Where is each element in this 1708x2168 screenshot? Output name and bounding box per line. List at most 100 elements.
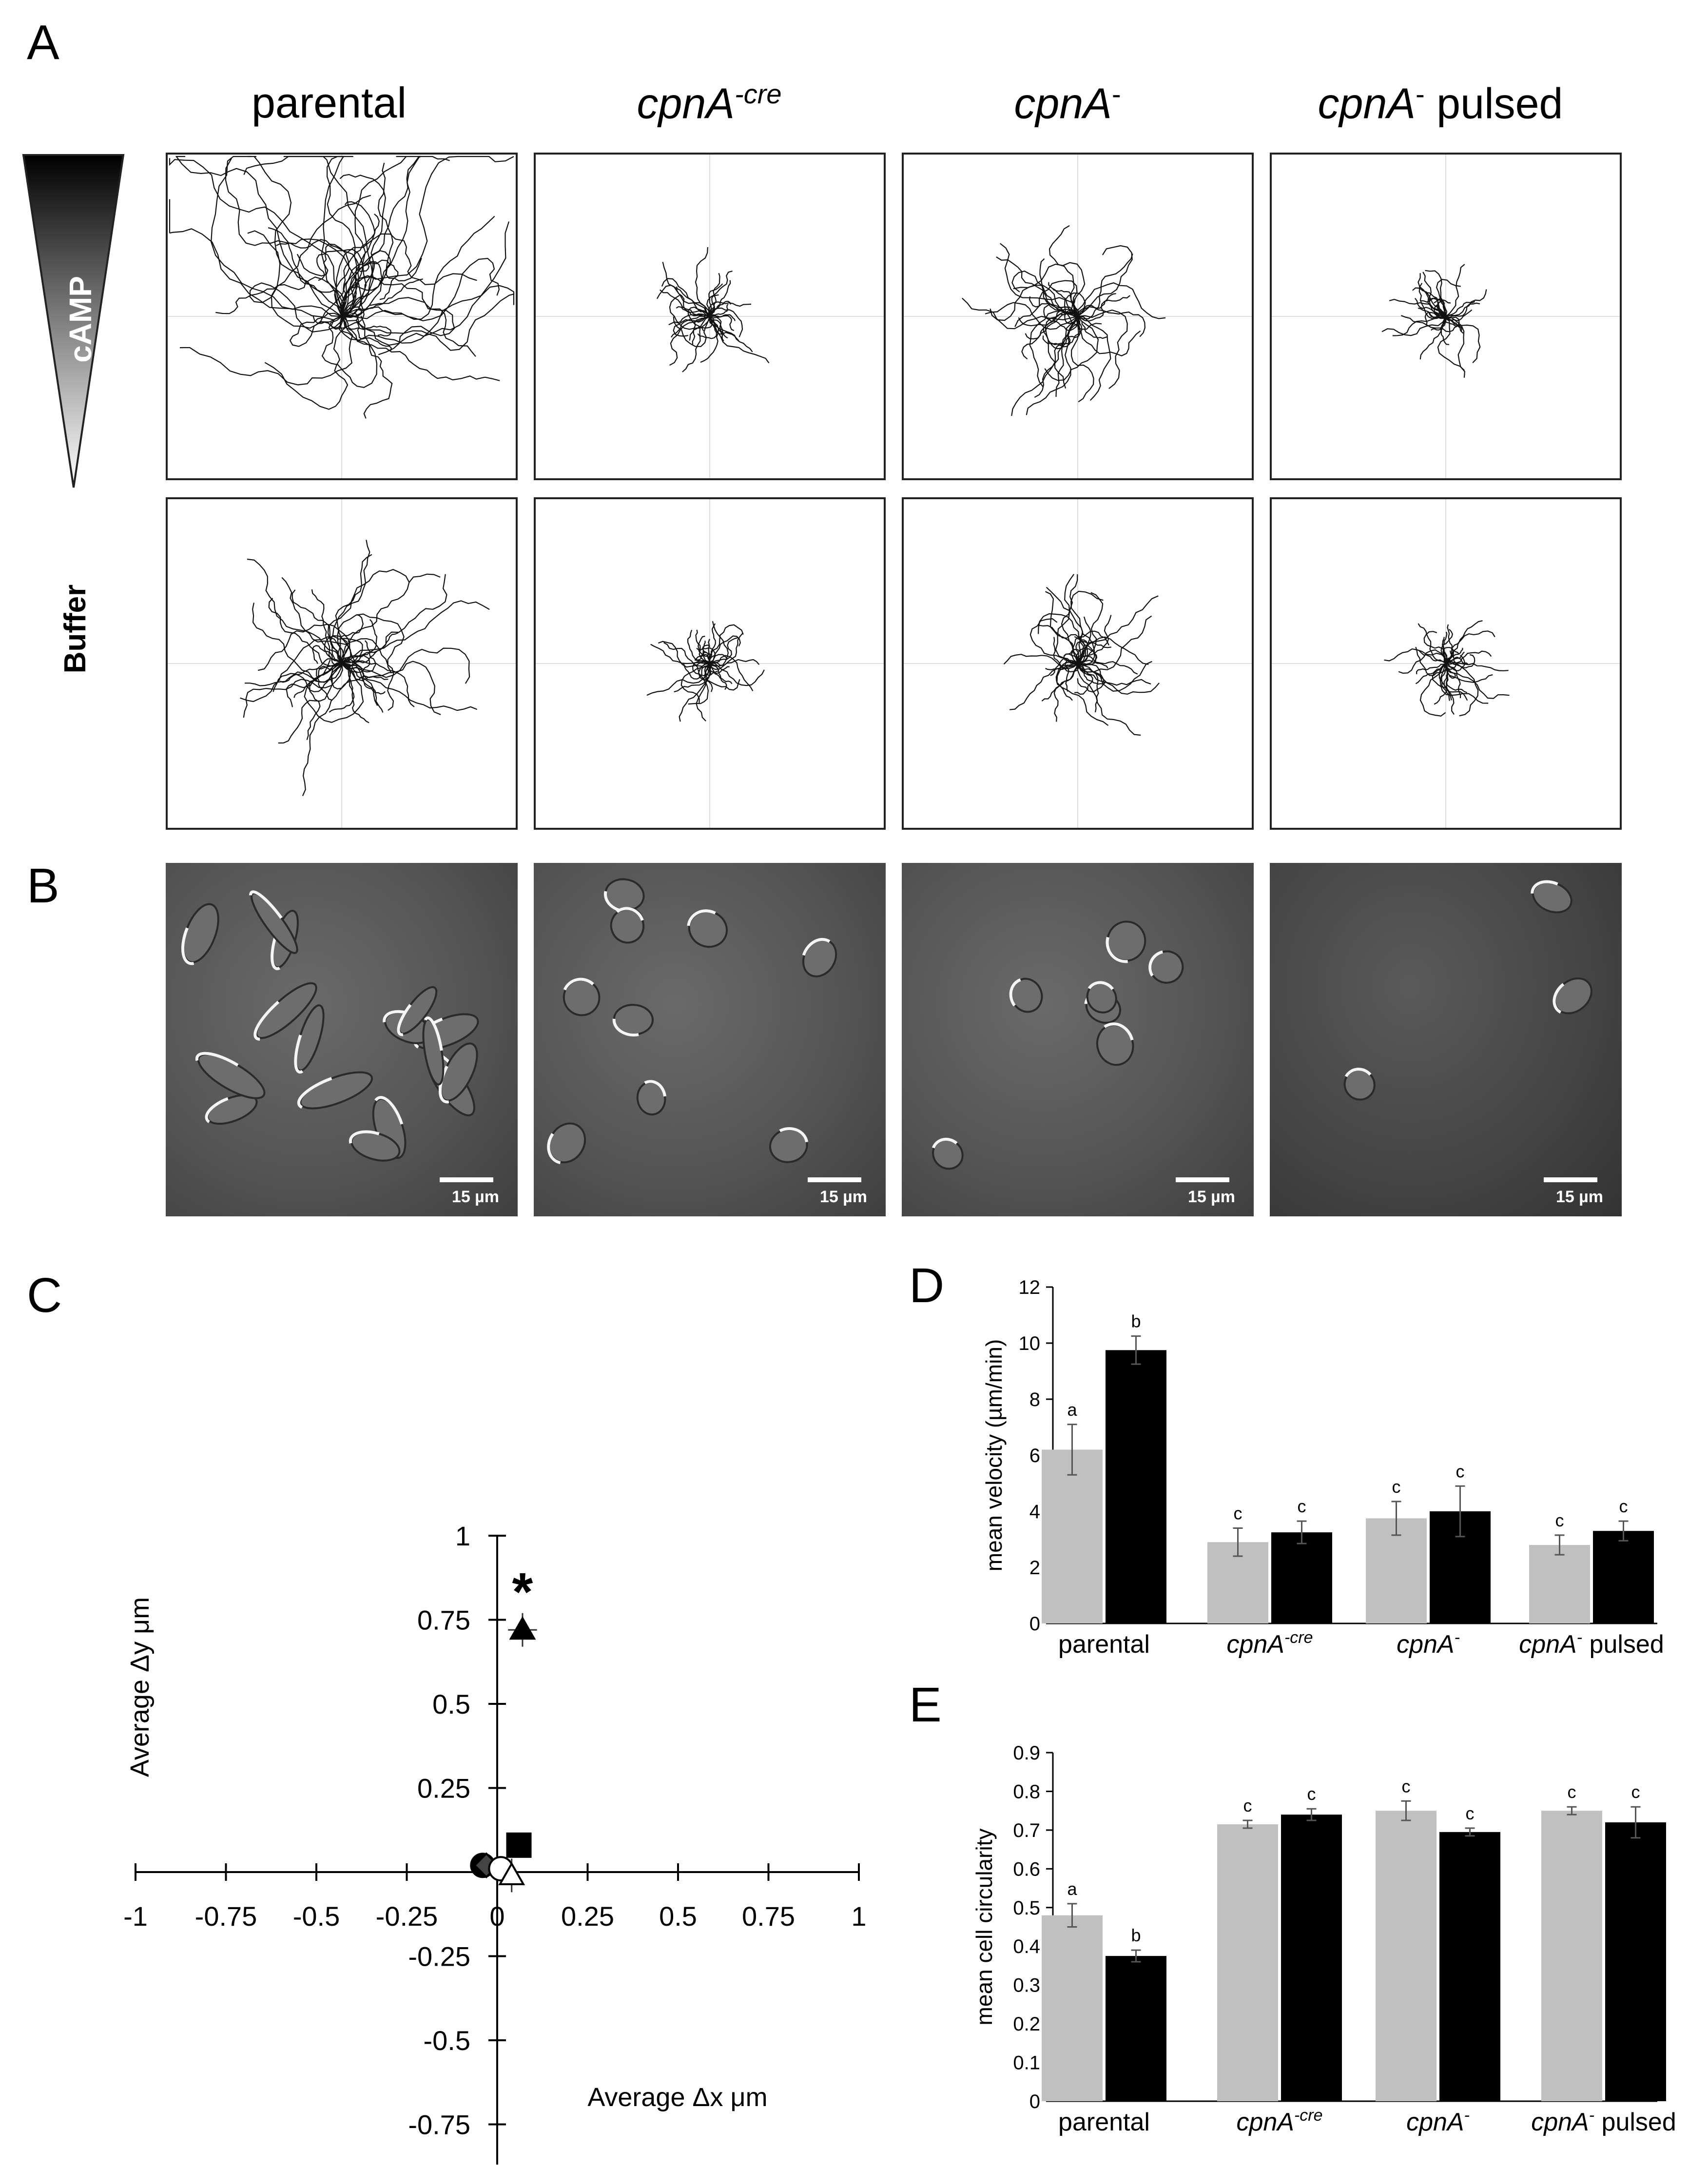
cell-body [1149,950,1184,984]
cell-track [1034,316,1078,398]
cell-highlight [1104,1022,1134,1041]
column-title-cpna-cre: cpnA-cre [637,78,782,128]
significance-letter: a [1067,1400,1077,1420]
cell-track [673,316,711,347]
cell-track [341,156,411,317]
cell-track [702,641,711,664]
scale-bar [808,1177,861,1182]
cell-track [341,638,394,711]
y-axis-label: mean velocity (µm/min) [981,1339,1007,1571]
x-tick-label: 0.5 [659,1901,697,1932]
column-title-parental: parental [251,78,407,127]
cell-track [1412,287,1446,317]
cell [563,977,601,1016]
y-tick-label: 6 [1029,1445,1040,1466]
cell-track [341,312,392,351]
bar [1042,1915,1103,2101]
cell-track [340,275,476,357]
buffer-row-label: Buffer [58,585,92,674]
cell-track [329,663,355,713]
cell-track [680,663,710,704]
panel-d-label: D [909,1258,945,1313]
cell-track [1075,595,1159,664]
cell-track [1055,661,1078,701]
column-title-cpna-pulsed: cpnA- pulsed [1318,78,1563,128]
cell-highlight [1531,880,1558,894]
cell-track [695,247,711,317]
cell-track [708,301,752,317]
y-tick-label: 0.3 [1013,1975,1040,1996]
cell-track [335,554,372,664]
y-tick-label: -0.5 [424,2025,471,2056]
cell-track [341,221,510,346]
cell-track [709,621,729,667]
cell-track [709,623,716,664]
cell [1343,1068,1376,1101]
cell-track [341,156,450,317]
cell-body [636,1081,666,1116]
cell [195,1052,266,1099]
x-tick-label: -0.25 [376,1901,438,1932]
cell-highlight [349,1130,380,1144]
cell-track [1077,663,1099,713]
cell-track [281,577,351,664]
cell [205,1094,258,1125]
cell-track [673,315,710,337]
y-tick-label: 2 [1029,1557,1040,1579]
cell-highlight [547,1133,561,1164]
bar [1271,1532,1332,1623]
cell-track [1018,309,1078,327]
category-label: cpnA-cre [1236,2106,1322,2136]
cell-track [709,304,729,317]
significance-annotation: * [512,1562,533,1622]
cell-track [1381,316,1446,336]
tracks-parental-buffer [166,497,518,830]
tracks-parental-camp [166,153,518,480]
cell-track [688,663,712,705]
cell-track [330,540,370,664]
cell-track [1417,273,1446,317]
cell-track [1077,309,1128,389]
significance-letter: c [1392,1477,1401,1497]
scale-bar-label: 15 µm [1555,1188,1603,1206]
cell-track [682,316,710,372]
cell-track [1426,292,1446,317]
cell-track [335,233,477,317]
cell-track [1050,653,1079,676]
cell-track [692,316,710,345]
cell-track [1070,590,1104,664]
cell-track [247,558,343,664]
significance-letter: c [1456,1461,1465,1481]
y-tick-label: 0 [1029,1613,1040,1635]
cell [249,890,298,954]
cell-track [1043,303,1079,332]
cell-track [709,316,770,364]
cell-track [341,257,500,322]
cell-highlight [932,1137,958,1149]
y-tick-label: 1 [455,1521,470,1551]
panel-a-label: A [27,15,59,70]
x-tick-label: -0.5 [293,1901,340,1932]
cell-track [1070,316,1094,403]
cell-track [341,574,447,664]
cell-track [1029,310,1078,388]
cell-track [1013,262,1086,317]
cell-track [1045,663,1078,670]
significance-letter: b [1131,1311,1141,1331]
cell-track [225,158,357,317]
cell-track [341,663,384,713]
cell-track [1077,295,1130,322]
cell-track [692,660,713,692]
cell-track [175,156,342,317]
cell-track [1077,663,1141,736]
cell-track [1021,311,1078,360]
cell-body [1010,977,1043,1013]
cell-track [341,661,478,711]
cell-track [1434,663,1449,705]
y-tick-label: 0.9 [1013,1742,1040,1764]
cell-track [1417,623,1446,664]
cell-track [696,663,710,722]
cell-track [704,663,718,676]
cell-track [341,162,394,317]
data-point [506,1832,532,1858]
